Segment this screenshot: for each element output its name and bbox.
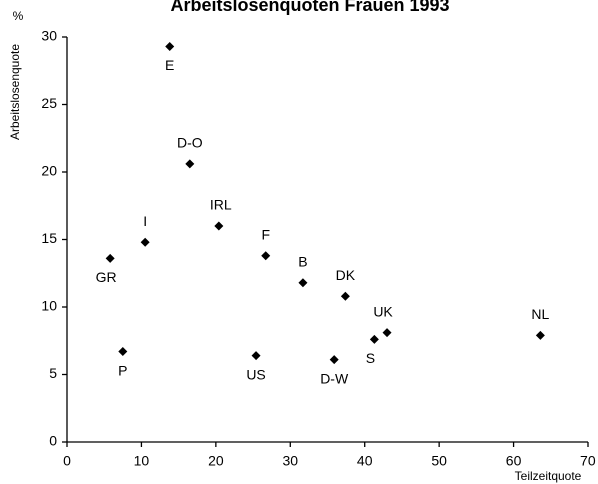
point	[118, 347, 128, 357]
point-label: I	[143, 213, 147, 229]
point-label: GR	[96, 269, 117, 285]
point	[535, 330, 545, 340]
x-tick-label: 0	[63, 453, 71, 469]
chart-title: Arbeitslosenquoten Frauen 1993	[170, 0, 449, 15]
point	[329, 355, 339, 365]
y-tick-label: 10	[41, 298, 57, 314]
point-label: DK	[336, 267, 356, 283]
point	[185, 159, 195, 169]
point	[382, 328, 392, 338]
y-unit: %	[13, 9, 24, 23]
y-tick-label: 5	[49, 365, 57, 381]
point	[165, 41, 175, 51]
point	[261, 251, 271, 261]
point-label: IRL	[210, 197, 232, 213]
point	[214, 221, 224, 231]
y-axis-title: Arbeitslosenquote	[8, 44, 22, 140]
x-tick-label: 10	[134, 453, 150, 469]
x-tick-label: 50	[431, 453, 447, 469]
point-label: US	[246, 366, 265, 382]
point	[105, 253, 115, 263]
x-tick-label: 70 %	[580, 453, 598, 469]
y-tick-label: 25	[41, 95, 57, 111]
point-label: UK	[373, 303, 393, 319]
x-tick-label: 60	[506, 453, 522, 469]
x-tick-label: 20	[208, 453, 224, 469]
point-label: S	[366, 350, 375, 366]
point	[369, 334, 379, 344]
point-label: P	[118, 362, 127, 378]
y-tick-label: 30	[41, 28, 57, 44]
point	[140, 237, 150, 247]
point-label: B	[298, 253, 307, 269]
point-label: F	[261, 226, 270, 242]
y-tick-label: 20	[41, 163, 57, 179]
point-label: NL	[531, 306, 549, 322]
x-axis-title: Teilzeitquote	[515, 469, 582, 483]
point	[340, 291, 350, 301]
x-tick-label: 30	[282, 453, 298, 469]
x-tick-label: 40	[357, 453, 373, 469]
y-tick-label: 15	[41, 230, 57, 246]
point-label: D-W	[320, 370, 349, 386]
point-label: E	[165, 57, 174, 73]
y-tick-label: 0	[49, 433, 57, 449]
point	[298, 278, 308, 288]
point-label: D-O	[177, 135, 203, 151]
point	[251, 351, 261, 361]
